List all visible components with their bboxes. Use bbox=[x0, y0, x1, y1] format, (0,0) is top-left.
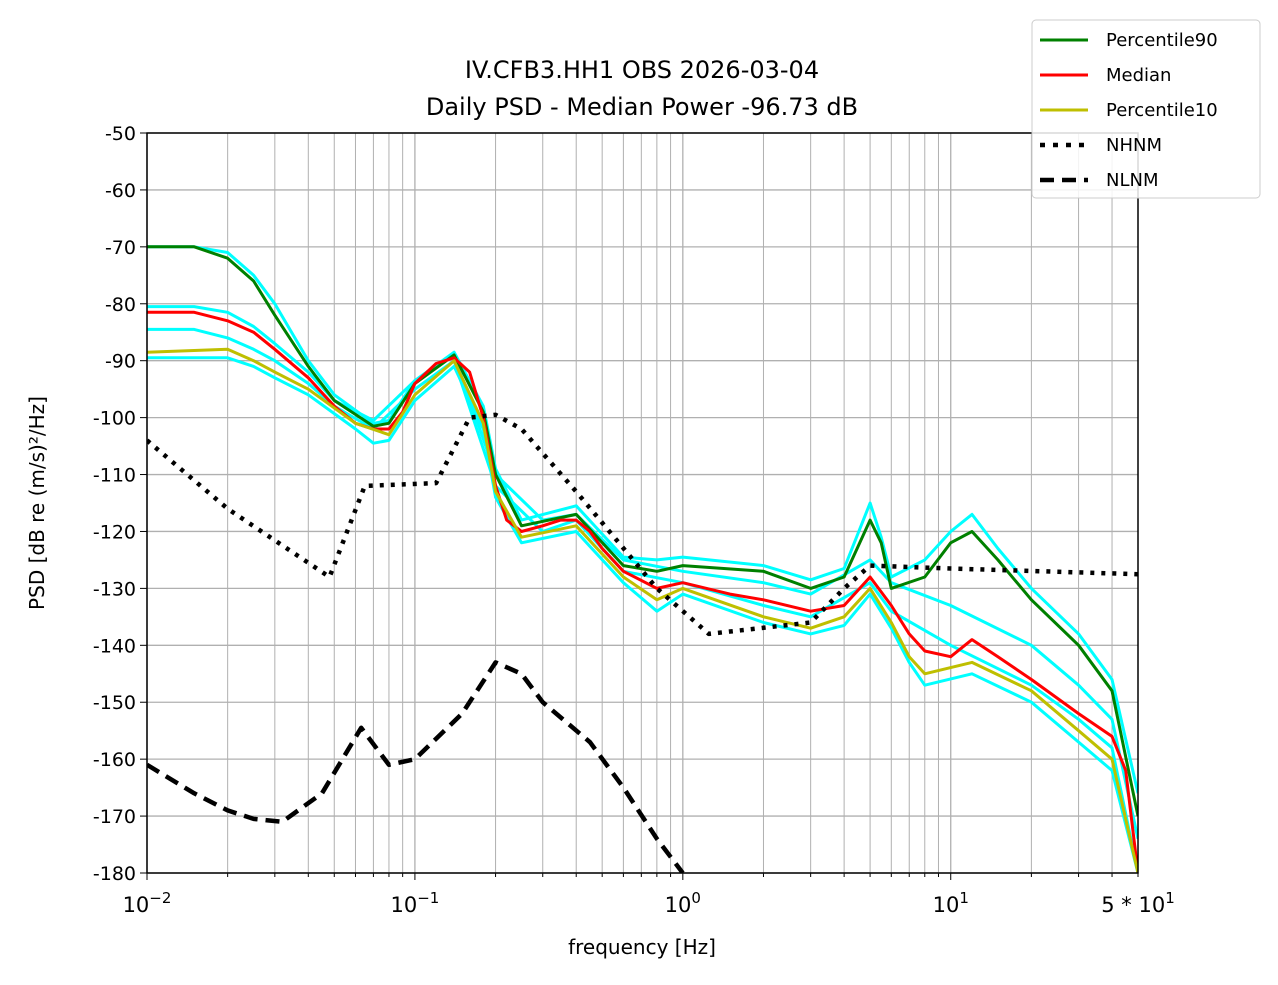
x-tick-label: 100 bbox=[665, 889, 701, 917]
cyan-envelope-line bbox=[147, 356, 1138, 873]
x-tick-exp: −1 bbox=[417, 889, 439, 907]
percentile10-line bbox=[147, 347, 1138, 873]
percentile90-line bbox=[147, 245, 1138, 817]
y-axis: -50 -60 -70 -80 -90 -100 -110 -120 -130 -140 -150 -… bbox=[93, 123, 147, 885]
grid-lines bbox=[146, 132, 1139, 880]
x-tick-exp: 0 bbox=[691, 889, 701, 907]
y-tick-label: -70 bbox=[105, 237, 136, 259]
y-tick-label: -50 bbox=[105, 123, 136, 145]
legend-label: Percentile90 bbox=[1106, 30, 1218, 51]
y-tick-label: -120 bbox=[93, 521, 136, 543]
y-tick-label: -180 bbox=[93, 863, 136, 885]
legend-label: Median bbox=[1106, 65, 1171, 86]
median-line bbox=[147, 310, 1138, 873]
series-lines bbox=[147, 245, 1138, 873]
chart-title: IV.CFB3.HH1 OBS 2026-03-04 bbox=[465, 56, 819, 84]
chart-subtitle: Daily PSD - Median Power -96.73 dB bbox=[426, 93, 858, 121]
cyan-envelope-line bbox=[147, 245, 1138, 794]
legend-label: NHNM bbox=[1106, 135, 1162, 156]
legend-label: Percentile10 bbox=[1106, 100, 1218, 121]
x-tick-base: 10 bbox=[933, 893, 960, 917]
y-tick-label: -90 bbox=[105, 351, 136, 373]
x-tick-label: 10−2 bbox=[123, 889, 172, 917]
x-tick-exp: 1 bbox=[959, 889, 969, 907]
cyan-envelope-line bbox=[147, 327, 1138, 873]
legend: Percentile90 Median Percentile10 NHNM NLNM bbox=[1031, 19, 1261, 199]
x-axis: 10−2 10−1 100 101 5 * 101 bbox=[123, 889, 1175, 917]
x-tick-label: 101 bbox=[933, 889, 969, 917]
nlnm-line bbox=[147, 660, 685, 873]
x-tick-label: 10−1 bbox=[390, 889, 439, 917]
y-tick-label: -150 bbox=[93, 692, 136, 714]
y-tick-label: -100 bbox=[93, 408, 136, 430]
x-tick-base: 10 bbox=[390, 893, 417, 917]
y-axis-label: PSD [dB re (m/s)²/Hz] bbox=[25, 396, 49, 610]
y-tick-label: -80 bbox=[105, 294, 136, 316]
x-tick-base: 10 bbox=[123, 893, 150, 917]
y-tick-label: -170 bbox=[93, 806, 136, 828]
x-tick-base: 5 * 10 bbox=[1101, 893, 1165, 917]
x-axis-label: frequency [Hz] bbox=[568, 935, 716, 959]
legend-label: NLNM bbox=[1106, 170, 1159, 191]
y-tick-label: -110 bbox=[93, 465, 136, 487]
y-tick-label: -160 bbox=[93, 749, 136, 771]
y-tick-label: -60 bbox=[105, 180, 136, 202]
x-tick-base: 10 bbox=[665, 893, 692, 917]
x-tick-exp: 1 bbox=[1165, 889, 1175, 907]
x-tick-exp: −2 bbox=[149, 889, 171, 907]
nhnm-line bbox=[147, 412, 1138, 637]
y-tick-label: -130 bbox=[93, 578, 136, 600]
y-tick-label: -140 bbox=[93, 635, 136, 657]
x-tick-label: 5 * 101 bbox=[1101, 889, 1174, 917]
plot-frame bbox=[146, 132, 1139, 874]
